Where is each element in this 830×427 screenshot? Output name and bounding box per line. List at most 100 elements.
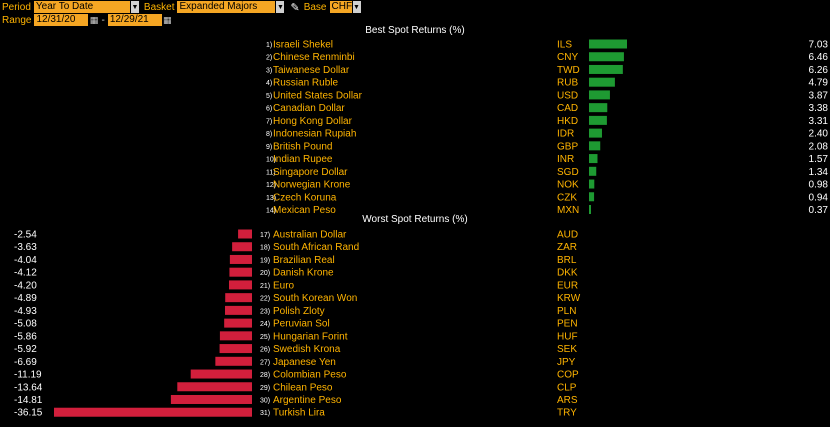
value-label: -6.69 (14, 357, 37, 368)
currency-name: Czech Koruna (273, 192, 337, 203)
currency-code: BRL (557, 255, 577, 266)
rank-label: 10) (266, 157, 276, 164)
currency-name: Australian Dollar (273, 230, 347, 241)
currency-code: CZK (557, 192, 577, 203)
bar-negative (170, 394, 252, 404)
toolbar-row-range: Range 12/31/20 ▦ - 12/29/21 ▦ (2, 14, 172, 26)
best-returns-title: Best Spot Returns (%) (365, 25, 465, 36)
currency-name: Peruvian Sol (273, 319, 330, 330)
rank-label: 23) (260, 308, 270, 315)
rank-label: 2) (266, 55, 272, 62)
bar-positive (589, 141, 601, 151)
value-label: -4.04 (14, 255, 37, 266)
range-label: Range (2, 14, 32, 26)
bar-positive (589, 128, 602, 138)
basket-value: Expanded Majors (179, 1, 258, 12)
currency-name: South African Rand (273, 242, 359, 253)
bar-negative (232, 242, 252, 252)
currency-code: CAD (557, 103, 578, 114)
rank-label: 17) (260, 232, 270, 239)
range-start-field[interactable]: 12/31/20 (34, 14, 89, 26)
range-end-field[interactable]: 12/29/21 (107, 14, 162, 26)
value-label: -5.08 (14, 319, 37, 330)
currency-name: Russian Ruble (273, 78, 338, 89)
bar-positive (589, 204, 591, 214)
bar-positive (589, 52, 624, 62)
currency-code: ARS (557, 395, 578, 406)
currency-code: USD (557, 90, 578, 101)
bar-negative (229, 267, 252, 277)
range-separator: - (101, 14, 105, 26)
bar-negative (215, 356, 252, 366)
bar-positive (589, 154, 598, 164)
currency-code: GBP (557, 141, 578, 152)
rank-label: 7) (266, 118, 272, 125)
bar-positive (589, 90, 610, 100)
chevron-down-icon[interactable]: ▼ (276, 1, 285, 13)
range-end-value: 12/29/21 (109, 14, 149, 25)
rank-label: 4) (266, 80, 272, 87)
base-select[interactable]: CHF (329, 1, 353, 13)
currency-name: Chilean Peso (273, 382, 333, 393)
bar-positive (589, 166, 597, 176)
bar-positive (589, 192, 595, 202)
currency-code: MXN (557, 205, 579, 216)
currency-code: TWD (557, 65, 580, 76)
currency-code: NOK (557, 180, 579, 191)
currency-name: Indonesian Rupiah (273, 129, 356, 140)
value-label: -3.63 (14, 242, 37, 253)
bar-negative (229, 254, 252, 264)
value-label: 7.03 (809, 40, 829, 51)
period-value: Year To Date (35, 1, 94, 12)
currency-code: COP (557, 370, 579, 381)
toolbar: Period Year To Date ▼ Basket Expanded Ma… (0, 0, 830, 26)
bar-positive (589, 115, 607, 125)
rank-label: 31) (260, 410, 270, 417)
pencil-icon[interactable]: ✎ (290, 1, 300, 14)
value-label: -36.15 (14, 408, 43, 419)
bar-positive (589, 64, 623, 74)
currency-name: South Korean Won (273, 293, 357, 304)
rank-label: 9) (266, 144, 272, 151)
rank-label: 5) (266, 93, 272, 100)
rank-label: 6) (266, 106, 272, 113)
bar-negative (54, 407, 252, 417)
rank-label: 12) (266, 182, 276, 189)
base-label: Base (303, 1, 327, 13)
calendar-icon[interactable]: ▦ (163, 14, 172, 25)
currency-name: Argentine Peso (273, 395, 342, 406)
currency-name: British Pound (273, 141, 332, 152)
period-select[interactable]: Year To Date (33, 1, 130, 13)
period-label: Period (2, 1, 31, 13)
currency-code: INR (557, 154, 574, 165)
currency-name: Israeli Shekel (273, 40, 333, 51)
value-label: 0.94 (809, 192, 829, 203)
currency-name: Norwegian Krone (273, 180, 351, 191)
value-label: -11.19 (14, 370, 42, 381)
currency-name: Mexican Peso (273, 205, 336, 216)
currency-name: Hungarian Forint (273, 331, 348, 342)
currency-name: Hong Kong Dollar (273, 116, 353, 127)
bar-negative (219, 344, 252, 354)
value-label: -5.92 (14, 344, 37, 355)
currency-code: PLN (557, 306, 576, 317)
currency-name: Canadian Dollar (273, 103, 345, 114)
rank-label: 26) (260, 347, 270, 354)
rank-label: 11) (266, 169, 276, 176)
chevron-down-icon[interactable]: ▼ (352, 1, 361, 13)
currency-name: Euro (273, 280, 295, 291)
currency-name: Chinese Renminbi (273, 52, 355, 63)
rank-label: 22) (260, 296, 270, 303)
value-label: 2.08 (809, 141, 829, 152)
base-value: CHF (331, 1, 353, 12)
bar-negative (224, 305, 252, 315)
chevron-down-icon[interactable]: ▼ (130, 1, 139, 13)
calendar-icon[interactable]: ▦ (89, 14, 99, 25)
value-label: -5.86 (14, 331, 37, 342)
bar-negative (228, 280, 252, 290)
bar-positive (589, 77, 615, 87)
rank-label: 30) (260, 397, 270, 404)
basket-select[interactable]: Expanded Majors (177, 1, 276, 13)
rank-label: 3) (266, 67, 272, 74)
value-label: 0.37 (809, 205, 829, 216)
